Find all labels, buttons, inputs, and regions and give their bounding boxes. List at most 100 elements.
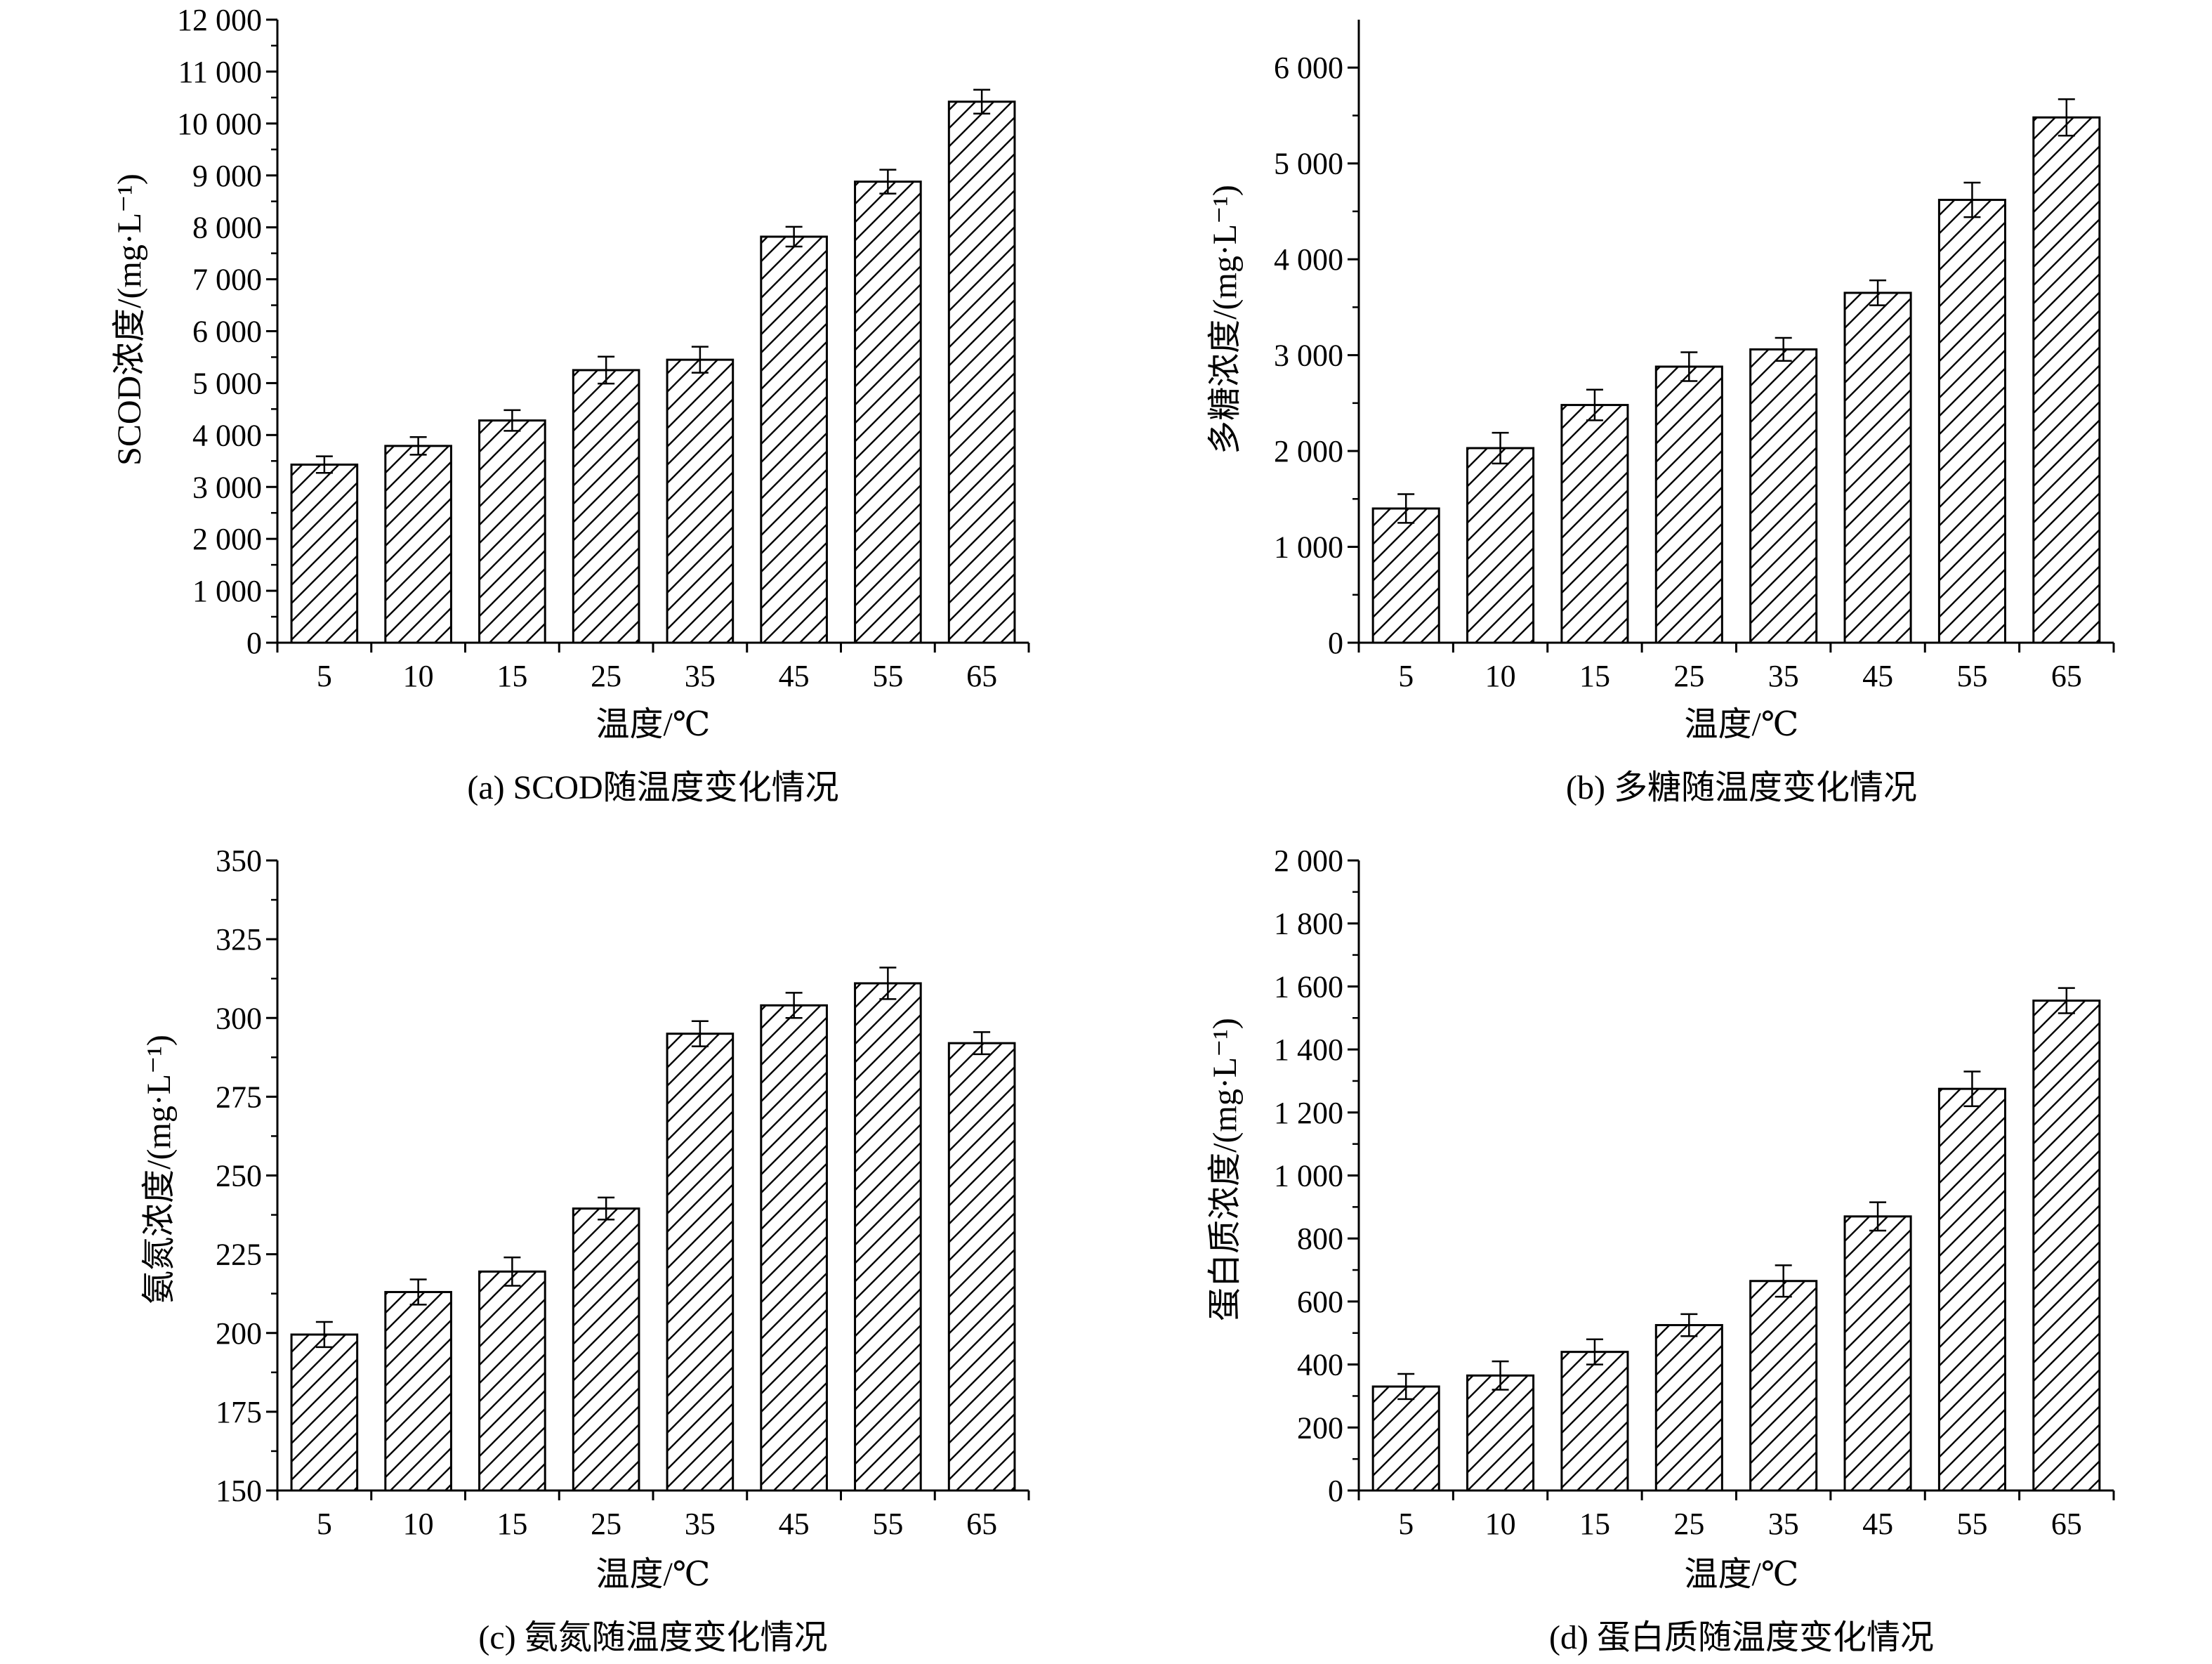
panel-caption: (d) 蛋白质随温度变化情况 [1549,1619,1934,1656]
x-tick-label: 55 [1956,1507,1987,1541]
x-tick-label: 25 [591,1507,621,1541]
bar [1749,348,1818,644]
x-tick-label: 15 [1579,659,1610,693]
y-tick-label: 0 [246,626,262,660]
bar [1466,1374,1535,1492]
bar [384,1290,452,1492]
x-tick-label: 25 [1673,1507,1704,1541]
panel-d-protein: 蛋白质浓度/(mg·L⁻¹) 温度/℃ (d) 蛋白质随温度变化情况 0 200 4… [1206,844,2115,1656]
x-tick-label: 10 [403,659,434,693]
bar [1654,365,1723,644]
y-tick-label: 275 [216,1080,262,1114]
bar [854,982,922,1492]
bar [1843,291,1912,644]
bar [1937,1087,2006,1492]
bar [1560,404,1629,644]
y-tick-label: 250 [216,1159,262,1193]
x-tick-label: 15 [496,1507,527,1541]
bar [947,100,1016,644]
bar [290,1333,359,1492]
y-tick-label: 0 [1328,626,1343,660]
bar [384,445,452,644]
panel-a-scod: SCOD浓度/(mg·L⁻¹) 温度/℃ (a) SCOD随温度变化情况 0 1 … [111,3,1030,806]
y-tick-label: 800 [1297,1221,1343,1256]
y-tick-label: 2 000 [192,522,262,556]
x-axis-title: 温度/℃ [595,1556,710,1593]
y-tick-label: 1 000 [192,574,262,608]
y-tick-label: 325 [216,922,262,957]
bar [290,463,359,644]
y-axis-title: 蛋白质浓度/(mg·L⁻¹) [1206,1018,1244,1321]
y-tick-label: 3 000 [192,470,262,504]
bar [478,1270,546,1492]
y-tick-label: 0 [1328,1474,1343,1508]
x-tick-label: 45 [1862,659,1893,693]
bar [947,1042,1016,1492]
y-tick-label: 5 000 [192,366,262,400]
x-tick-label: 55 [872,1507,903,1541]
y-axis-title: 氨氮浓度/(mg·L⁻¹) [140,1035,178,1304]
bar [478,419,546,644]
bar [1560,1351,1629,1492]
y-tick-label: 3 000 [1274,339,1343,373]
bar [666,1033,735,1492]
y-tick-label: 150 [216,1474,262,1508]
y-tick-label: 2 000 [1274,844,1343,878]
x-tick-label: 45 [779,1507,810,1541]
panel-caption: (b) 多糖随温度变化情况 [1566,769,1917,806]
y-tick-label: 11 000 [178,55,262,89]
x-axis-title: 温度/℃ [595,706,710,743]
y-tick-label: 4 000 [1274,242,1343,277]
bar [1654,1324,1723,1492]
y-tick-label: 225 [216,1238,262,1272]
x-tick-label: 25 [1673,659,1704,693]
y-tick-label: 8 000 [192,211,262,245]
y-tick-label: 6 000 [1274,51,1343,85]
y-tick-label: 7 000 [192,263,262,297]
y-tick-label: 200 [216,1316,262,1351]
y-tick-label: 2 000 [1274,434,1343,469]
x-tick-label: 5 [1398,1507,1414,1541]
y-tick-label: 12 000 [177,3,262,37]
bar [572,369,640,644]
x-tick-label: 35 [685,659,716,693]
y-tick-label: 200 [1297,1410,1343,1445]
bar [760,1004,828,1492]
panel-c-ammonia-nitrogen: 氨氮浓度/(mg·L⁻¹) 温度/℃ (c) 氨氮随温度变化情况 150 175 2… [140,844,1030,1656]
y-tick-label: 400 [1297,1348,1343,1382]
y-tick-label: 175 [216,1395,262,1429]
bar [1466,447,1535,644]
y-tick-label: 1 200 [1274,1096,1343,1130]
y-tick-label: 6 000 [192,315,262,349]
x-tick-label: 10 [1485,659,1516,693]
bar [572,1207,640,1492]
x-tick-label: 5 [317,659,332,693]
bar [1749,1280,1818,1492]
x-tick-label: 55 [872,659,903,693]
y-tick-label: 1 400 [1274,1033,1343,1067]
x-tick-label: 55 [1956,659,1987,693]
y-tick-label: 300 [216,1001,262,1035]
bar [2032,116,2101,644]
bar [854,181,922,644]
panel-b-polysaccharide: 多糖浓度/(mg·L⁻¹) 温度/℃ (b) 多糖随温度变化情况 0 1 000 2… [1206,20,2115,806]
x-tick-label: 10 [403,1507,434,1541]
y-tick-label: 10 000 [177,107,262,141]
panel-caption: (c) 氨氮随温度变化情况 [478,1619,827,1656]
x-axis-title: 温度/℃ [1684,706,1798,743]
x-tick-label: 65 [966,659,997,693]
y-tick-label: 1 800 [1274,907,1343,941]
y-tick-label: 1 000 [1274,530,1343,565]
x-tick-label: 25 [591,659,621,693]
bar [1843,1215,1912,1492]
y-tick-label: 350 [216,844,262,878]
bar [2032,1000,2101,1492]
x-tick-label: 35 [1768,659,1799,693]
bar [1371,1385,1440,1492]
y-tick-label: 1 000 [1274,1159,1343,1193]
bar [760,235,828,644]
y-tick-label: 5 000 [1274,147,1343,181]
x-tick-label: 65 [2051,659,2082,693]
x-tick-label: 65 [2051,1507,2082,1541]
